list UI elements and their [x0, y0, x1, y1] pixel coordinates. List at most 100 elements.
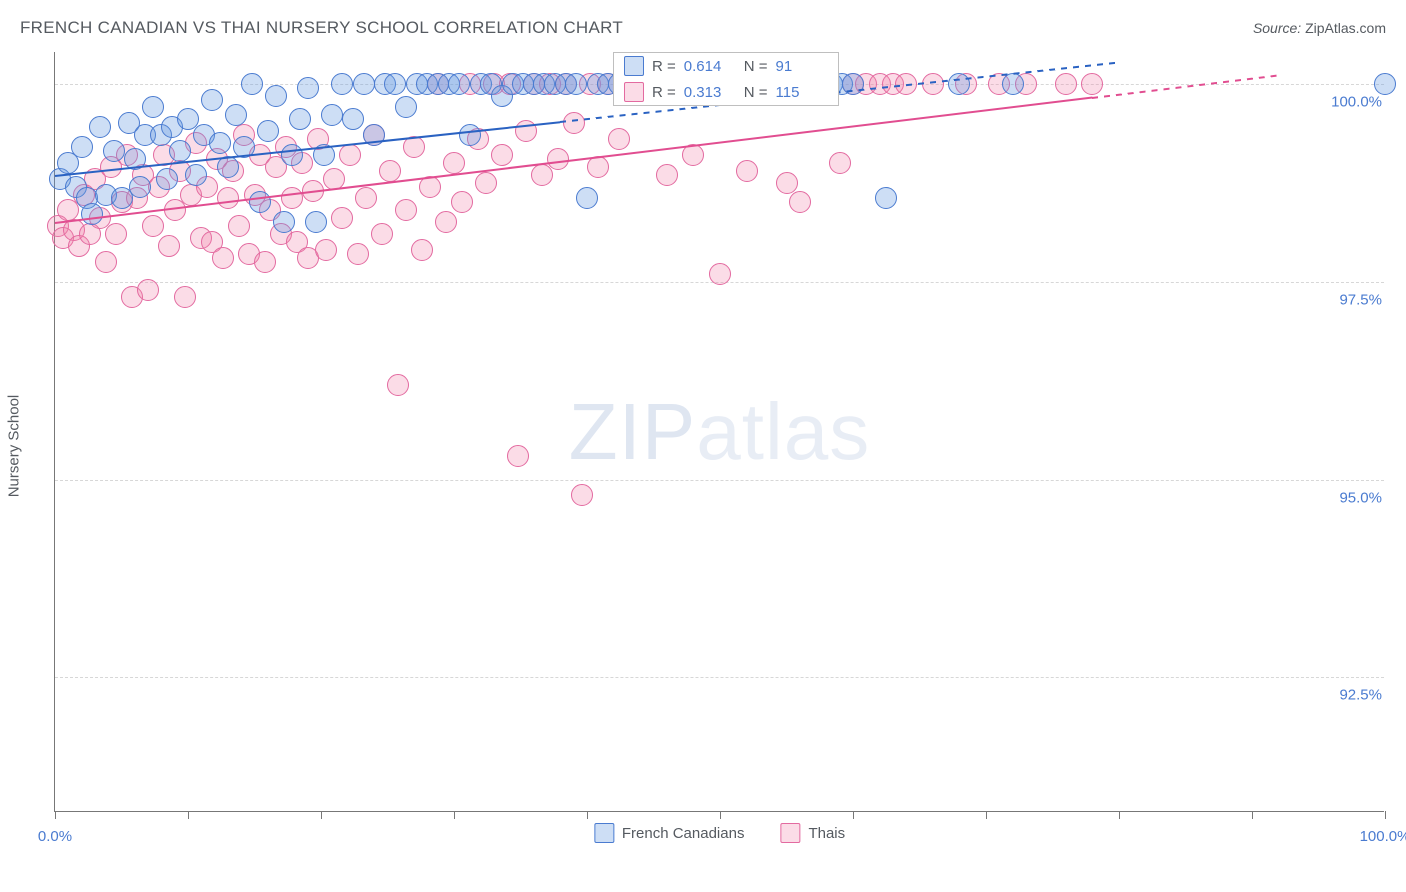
x-tick-label: 0.0%	[38, 828, 72, 845]
scatter-point-french_canadians	[241, 73, 263, 95]
legend-r-label: R =	[652, 84, 676, 101]
scatter-point-thais	[451, 191, 473, 213]
scatter-point-thais	[776, 172, 798, 194]
x-tick-label: 100.0%	[1360, 828, 1406, 845]
scatter-point-thais	[339, 144, 361, 166]
legend-item-french_canadians: French Canadians	[594, 823, 745, 843]
scatter-point-thais	[158, 235, 180, 257]
scatter-point-thais	[547, 148, 569, 170]
legend-swatch	[594, 823, 614, 843]
watermark-atlas: atlas	[696, 387, 870, 476]
x-tick	[720, 811, 721, 819]
scatter-point-thais	[379, 160, 401, 182]
scatter-point-thais	[395, 199, 417, 221]
legend-swatch	[624, 56, 644, 76]
scatter-point-thais	[563, 112, 585, 134]
scatter-point-french_canadians	[297, 77, 319, 99]
scatter-point-french_canadians	[1374, 73, 1396, 95]
x-tick	[55, 811, 56, 819]
legend-row-french_canadians: R =0.614N =91	[614, 53, 838, 79]
scatter-point-french_canadians	[265, 85, 287, 107]
scatter-point-french_canadians	[185, 164, 207, 186]
chart-header: FRENCH CANADIAN VS THAI NURSERY SCHOOL C…	[20, 18, 1386, 38]
x-tick	[587, 811, 588, 819]
scatter-point-french_canadians	[331, 73, 353, 95]
scatter-plot: ZIPatlas 92.5%95.0%97.5%100.0%0.0%100.0%…	[54, 52, 1384, 812]
scatter-point-thais	[507, 445, 529, 467]
y-tick-label: 92.5%	[1339, 687, 1386, 704]
scatter-point-thais	[371, 223, 393, 245]
scatter-point-french_canadians	[342, 108, 364, 130]
scatter-point-thais	[736, 160, 758, 182]
scatter-point-thais	[142, 215, 164, 237]
legend-swatch	[780, 823, 800, 843]
scatter-point-french_canadians	[81, 203, 103, 225]
scatter-point-french_canadians	[273, 211, 295, 233]
x-tick	[188, 811, 189, 819]
scatter-point-thais	[571, 484, 593, 506]
scatter-point-thais	[137, 279, 159, 301]
gridline	[55, 480, 1384, 481]
legend-n-value: 91	[776, 58, 828, 75]
scatter-point-french_canadians	[281, 144, 303, 166]
scatter-point-french_canadians	[321, 104, 343, 126]
scatter-point-french_canadians	[1002, 73, 1024, 95]
scatter-point-french_canadians	[353, 73, 375, 95]
scatter-point-thais	[212, 247, 234, 269]
scatter-point-thais	[411, 239, 433, 261]
gridline	[55, 677, 1384, 678]
scatter-point-french_canadians	[384, 73, 406, 95]
scatter-point-french_canadians	[201, 89, 223, 111]
y-tick-label: 97.5%	[1339, 291, 1386, 308]
x-tick	[986, 811, 987, 819]
scatter-point-thais	[387, 374, 409, 396]
legend-n-label: N =	[744, 58, 768, 75]
scatter-point-french_canadians	[948, 73, 970, 95]
scatter-point-french_canadians	[459, 124, 481, 146]
scatter-point-thais	[105, 223, 127, 245]
legend-swatch	[624, 82, 644, 102]
legend-n-value: 115	[776, 84, 828, 101]
legend-item-thais: Thais	[780, 823, 845, 843]
legend-label: Thais	[808, 825, 845, 842]
legend-r-value: 0.614	[684, 58, 736, 75]
y-tick-label: 100.0%	[1331, 93, 1386, 110]
x-tick	[1119, 811, 1120, 819]
scatter-point-thais	[443, 152, 465, 174]
scatter-point-thais	[174, 286, 196, 308]
correlation-legend: R =0.614N =91R =0.313N =115	[613, 52, 839, 106]
scatter-point-french_canadians	[89, 116, 111, 138]
scatter-point-thais	[228, 215, 250, 237]
scatter-point-french_canadians	[875, 187, 897, 209]
source-name: ZipAtlas.com	[1305, 20, 1386, 36]
scatter-point-thais	[331, 207, 353, 229]
scatter-point-thais	[1081, 73, 1103, 95]
scatter-point-thais	[1055, 73, 1077, 95]
scatter-point-thais	[475, 172, 497, 194]
scatter-point-thais	[347, 243, 369, 265]
x-tick	[853, 811, 854, 819]
scatter-point-french_canadians	[257, 120, 279, 142]
scatter-point-french_canadians	[565, 73, 587, 95]
scatter-point-thais	[656, 164, 678, 186]
scatter-point-french_canadians	[129, 176, 151, 198]
scatter-point-thais	[281, 187, 303, 209]
trendline-thais-dashed	[1092, 74, 1278, 99]
x-tick	[1385, 811, 1386, 819]
scatter-point-french_canadians	[103, 140, 125, 162]
scatter-point-thais	[435, 211, 457, 233]
scatter-point-thais	[355, 187, 377, 209]
scatter-point-french_canadians	[249, 191, 271, 213]
legend-r-value: 0.313	[684, 84, 736, 101]
scatter-point-thais	[315, 239, 337, 261]
scatter-point-thais	[95, 251, 117, 273]
scatter-point-thais	[254, 251, 276, 273]
legend-row-thais: R =0.313N =115	[614, 79, 838, 105]
series-legend: French Canadians Thais	[594, 823, 845, 843]
scatter-point-french_canadians	[225, 104, 247, 126]
scatter-point-thais	[491, 144, 513, 166]
scatter-point-french_canadians	[209, 132, 231, 154]
scatter-point-french_canadians	[289, 108, 311, 130]
scatter-point-thais	[709, 263, 731, 285]
scatter-point-thais	[789, 191, 811, 213]
